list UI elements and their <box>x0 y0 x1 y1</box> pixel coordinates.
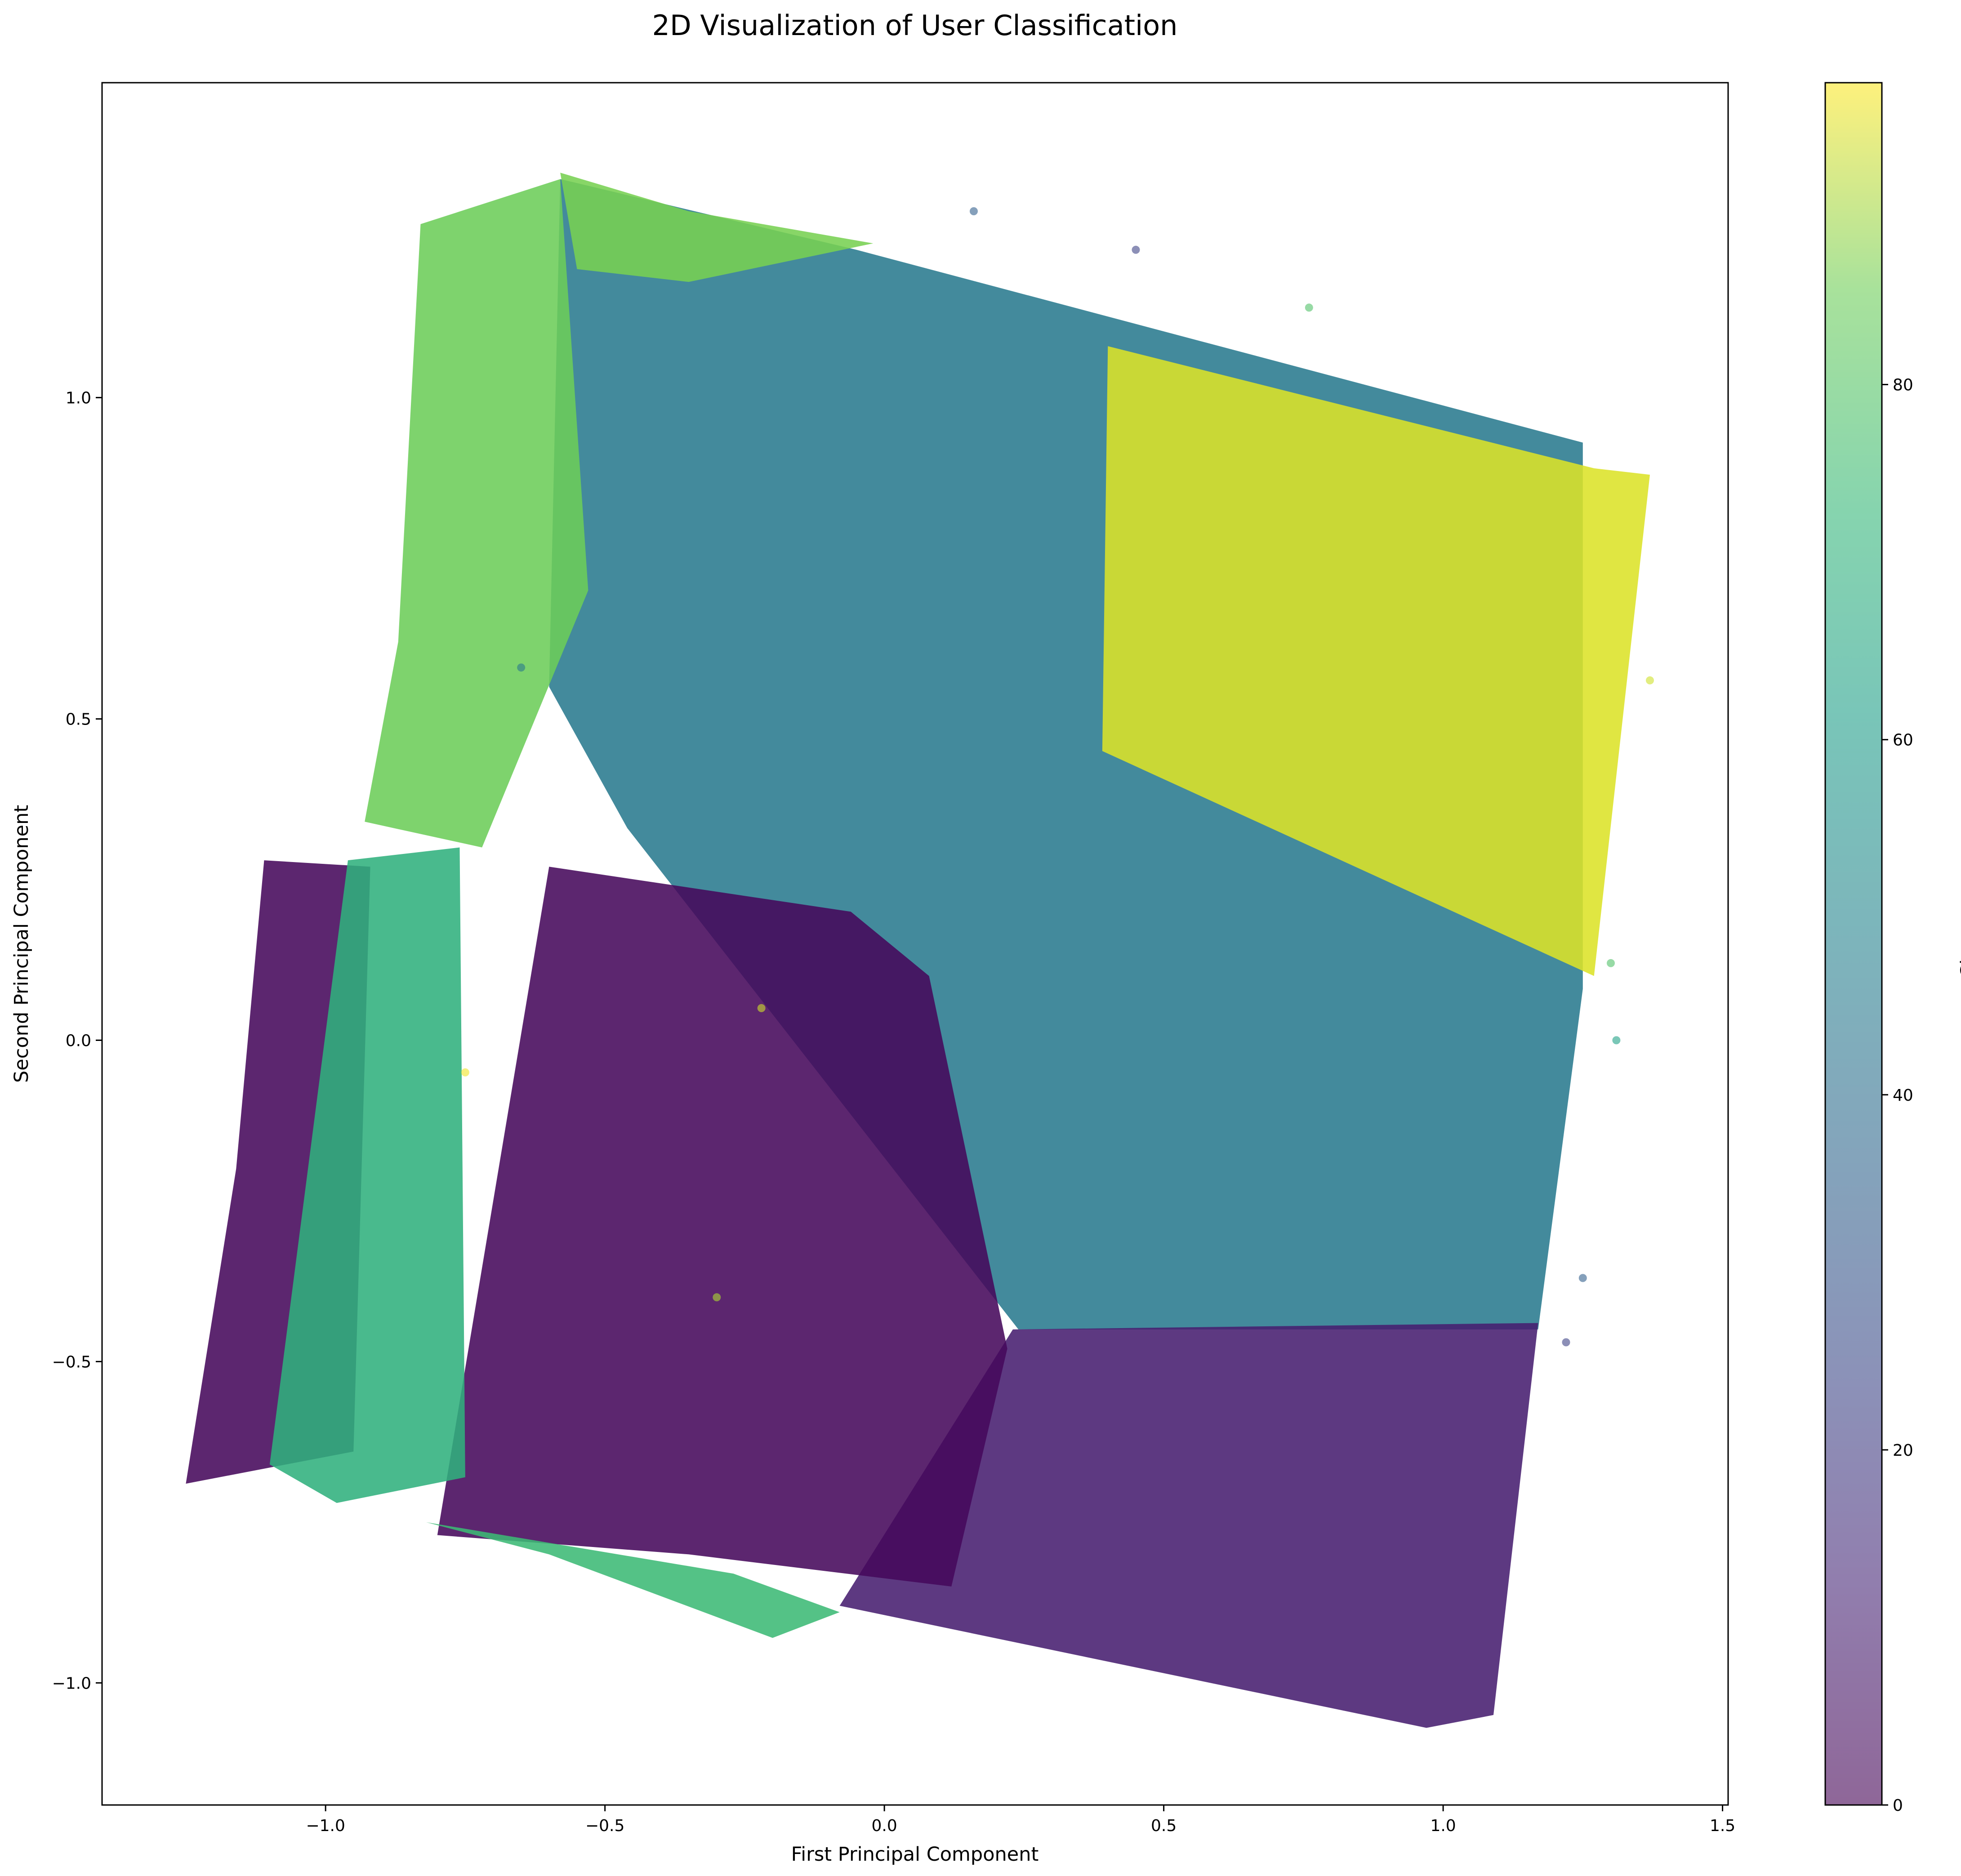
x-tick-label: −1.0 <box>306 1817 345 1835</box>
cluster-region-7 <box>560 173 874 282</box>
y-axis-label: Second Principal Component <box>10 805 33 1083</box>
x-tick-label: 1.0 <box>1430 1817 1456 1835</box>
cluster-region-1 <box>1102 346 1650 976</box>
x-tick-label: 0.0 <box>872 1817 897 1835</box>
colorbar-tick-label: 20 <box>1893 1441 1913 1460</box>
cluster-region-3 <box>437 867 1007 1587</box>
colorbar-label: Cluster <box>1957 909 1961 978</box>
scatter-point-4 <box>1612 1036 1621 1045</box>
cluster-region-8 <box>426 1522 840 1638</box>
colorbar-tick-label: 60 <box>1893 731 1913 750</box>
colorbar-tick-label: 40 <box>1893 1086 1913 1105</box>
scatter-point-1 <box>1305 303 1313 312</box>
scatter-point-11 <box>757 1004 766 1012</box>
scatter-point-7 <box>970 207 978 215</box>
colorbar-tick-label: 80 <box>1893 376 1913 395</box>
plot-frame <box>101 82 1729 1806</box>
y-tick-label: −1.0 <box>52 1674 91 1693</box>
colorbar-frame <box>1824 82 1883 1806</box>
x-axis-ticks: −1.0 −0.5 0.0 0.5 1.0 1.5 <box>306 1805 1735 1835</box>
plot-area <box>186 173 1654 1728</box>
y-tick-label: 0.5 <box>66 711 91 729</box>
y-axis-ticks: −1.0 −0.5 0.0 0.5 1.0 <box>52 389 102 1693</box>
x-tick-label: 1.5 <box>1710 1817 1735 1835</box>
scatter-point-0 <box>1132 245 1140 254</box>
colorbar-ticks: 0 20 40 60 80 <box>1882 376 1913 1815</box>
x-axis-label: First Principal Component <box>791 1843 1039 1866</box>
y-tick-label: −0.5 <box>52 1353 91 1371</box>
scatter-point-9 <box>713 1293 721 1302</box>
cluster-region-6 <box>365 179 588 848</box>
cluster-region-5 <box>269 847 465 1503</box>
colorbar-gradient <box>1825 83 1882 1805</box>
scatter-point-5 <box>1562 1338 1570 1347</box>
x-tick-label: −0.5 <box>585 1817 624 1835</box>
scatter-point-8 <box>517 663 526 672</box>
y-tick-label: 0.0 <box>66 1031 91 1050</box>
scatter-point-10 <box>461 1068 469 1076</box>
chart-title: 2D Visualization of User Classification <box>652 9 1178 42</box>
scatter-point-2 <box>1646 676 1654 685</box>
scatter-point-6 <box>1578 1274 1587 1282</box>
colorbar-tick-label: 0 <box>1893 1796 1903 1815</box>
scatter-points <box>461 207 1654 1347</box>
x-tick-label: 0.5 <box>1151 1817 1177 1835</box>
y-tick-label: 1.0 <box>66 389 91 408</box>
colorbar: 0 20 40 60 80 Cluster <box>1824 82 1961 1815</box>
cluster-regions <box>186 173 1650 1728</box>
scatter-point-3 <box>1607 959 1615 967</box>
cluster-region-2 <box>839 1323 1538 1728</box>
